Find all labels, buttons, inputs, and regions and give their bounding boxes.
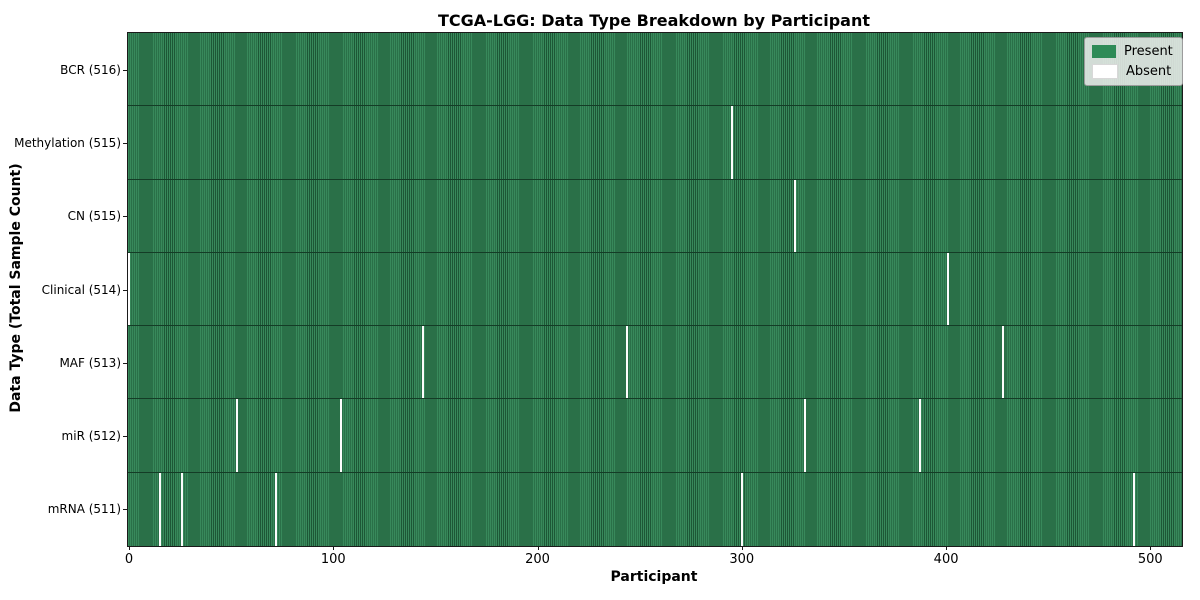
x-tick-label: 400 (933, 552, 959, 567)
absent-gap (918, 399, 921, 472)
absent-gap (730, 106, 733, 179)
x-tick-label: 0 (124, 552, 134, 567)
absent-gap (275, 472, 278, 546)
heatmap-row-methylation (128, 106, 1182, 180)
y-tick-mark (123, 216, 127, 218)
heatmap-row-clinical (128, 252, 1182, 327)
legend-swatch-present (1092, 45, 1116, 58)
y-tick-mark (123, 289, 127, 291)
absent-gap (422, 326, 425, 399)
legend-label: Absent (1126, 64, 1172, 79)
y-tick-label: miR (512) (61, 429, 121, 444)
x-tick-label: 500 (1137, 552, 1163, 567)
x-axis-label: Participant (610, 569, 698, 585)
chart-title: TCGA-LGG: Data Type Breakdown by Partici… (437, 11, 871, 30)
x-tick-label: 300 (729, 552, 755, 567)
x-tick-mark (946, 546, 948, 550)
legend-label: Present (1124, 44, 1173, 59)
x-tick-mark (333, 546, 335, 550)
x-tick-label: 100 (320, 552, 346, 567)
y-tick-mark (123, 362, 127, 364)
y-tick-label: BCR (516) (60, 62, 121, 77)
absent-gap (128, 252, 131, 326)
y-tick-mark (123, 436, 127, 438)
absent-gap (236, 399, 239, 472)
y-tick-label: Clinical (514) (41, 282, 121, 297)
absent-gap (340, 399, 343, 472)
x-tick-mark (537, 546, 539, 550)
legend: Present Absent (1084, 37, 1183, 86)
legend-swatch-absent (1092, 64, 1118, 79)
y-tick-label: MAF (513) (59, 355, 121, 370)
x-tick-label: 200 (525, 552, 550, 567)
absent-gap (740, 472, 743, 546)
absent-gap (158, 472, 161, 546)
absent-gap (804, 399, 807, 472)
x-tick-mark (741, 546, 743, 550)
x-tick-mark (129, 546, 130, 550)
absent-gap (947, 252, 950, 326)
y-tick-label: mRNA (511) (47, 502, 121, 517)
heatmap-row-bcr (128, 33, 1182, 107)
y-tick-mark (123, 509, 127, 511)
heatmap-row-mir (128, 399, 1182, 473)
absent-gap (1002, 326, 1005, 399)
y-tick-mark (123, 142, 127, 144)
legend-entry-absent: Absent (1092, 64, 1173, 79)
heatmap-row-maf (128, 326, 1182, 400)
absent-gap (1133, 472, 1135, 546)
y-axis-label: Data Type (Total Sample Count) (8, 163, 24, 412)
legend-entry-present: Present (1092, 44, 1173, 59)
absent-gap (793, 179, 796, 252)
heatmap-row-mrna (128, 472, 1182, 546)
heatmap-row-cn (128, 179, 1182, 253)
x-tick-mark (1150, 546, 1152, 550)
y-tick-label: CN (515) (67, 209, 121, 224)
y-tick-label: Methylation (515) (14, 135, 121, 150)
absent-gap (626, 326, 629, 399)
plot-area (127, 32, 1183, 547)
absent-gap (181, 472, 184, 546)
y-axis-label-text: Data Type (Total Sample Count) (8, 163, 24, 413)
y-tick-mark (123, 69, 127, 71)
